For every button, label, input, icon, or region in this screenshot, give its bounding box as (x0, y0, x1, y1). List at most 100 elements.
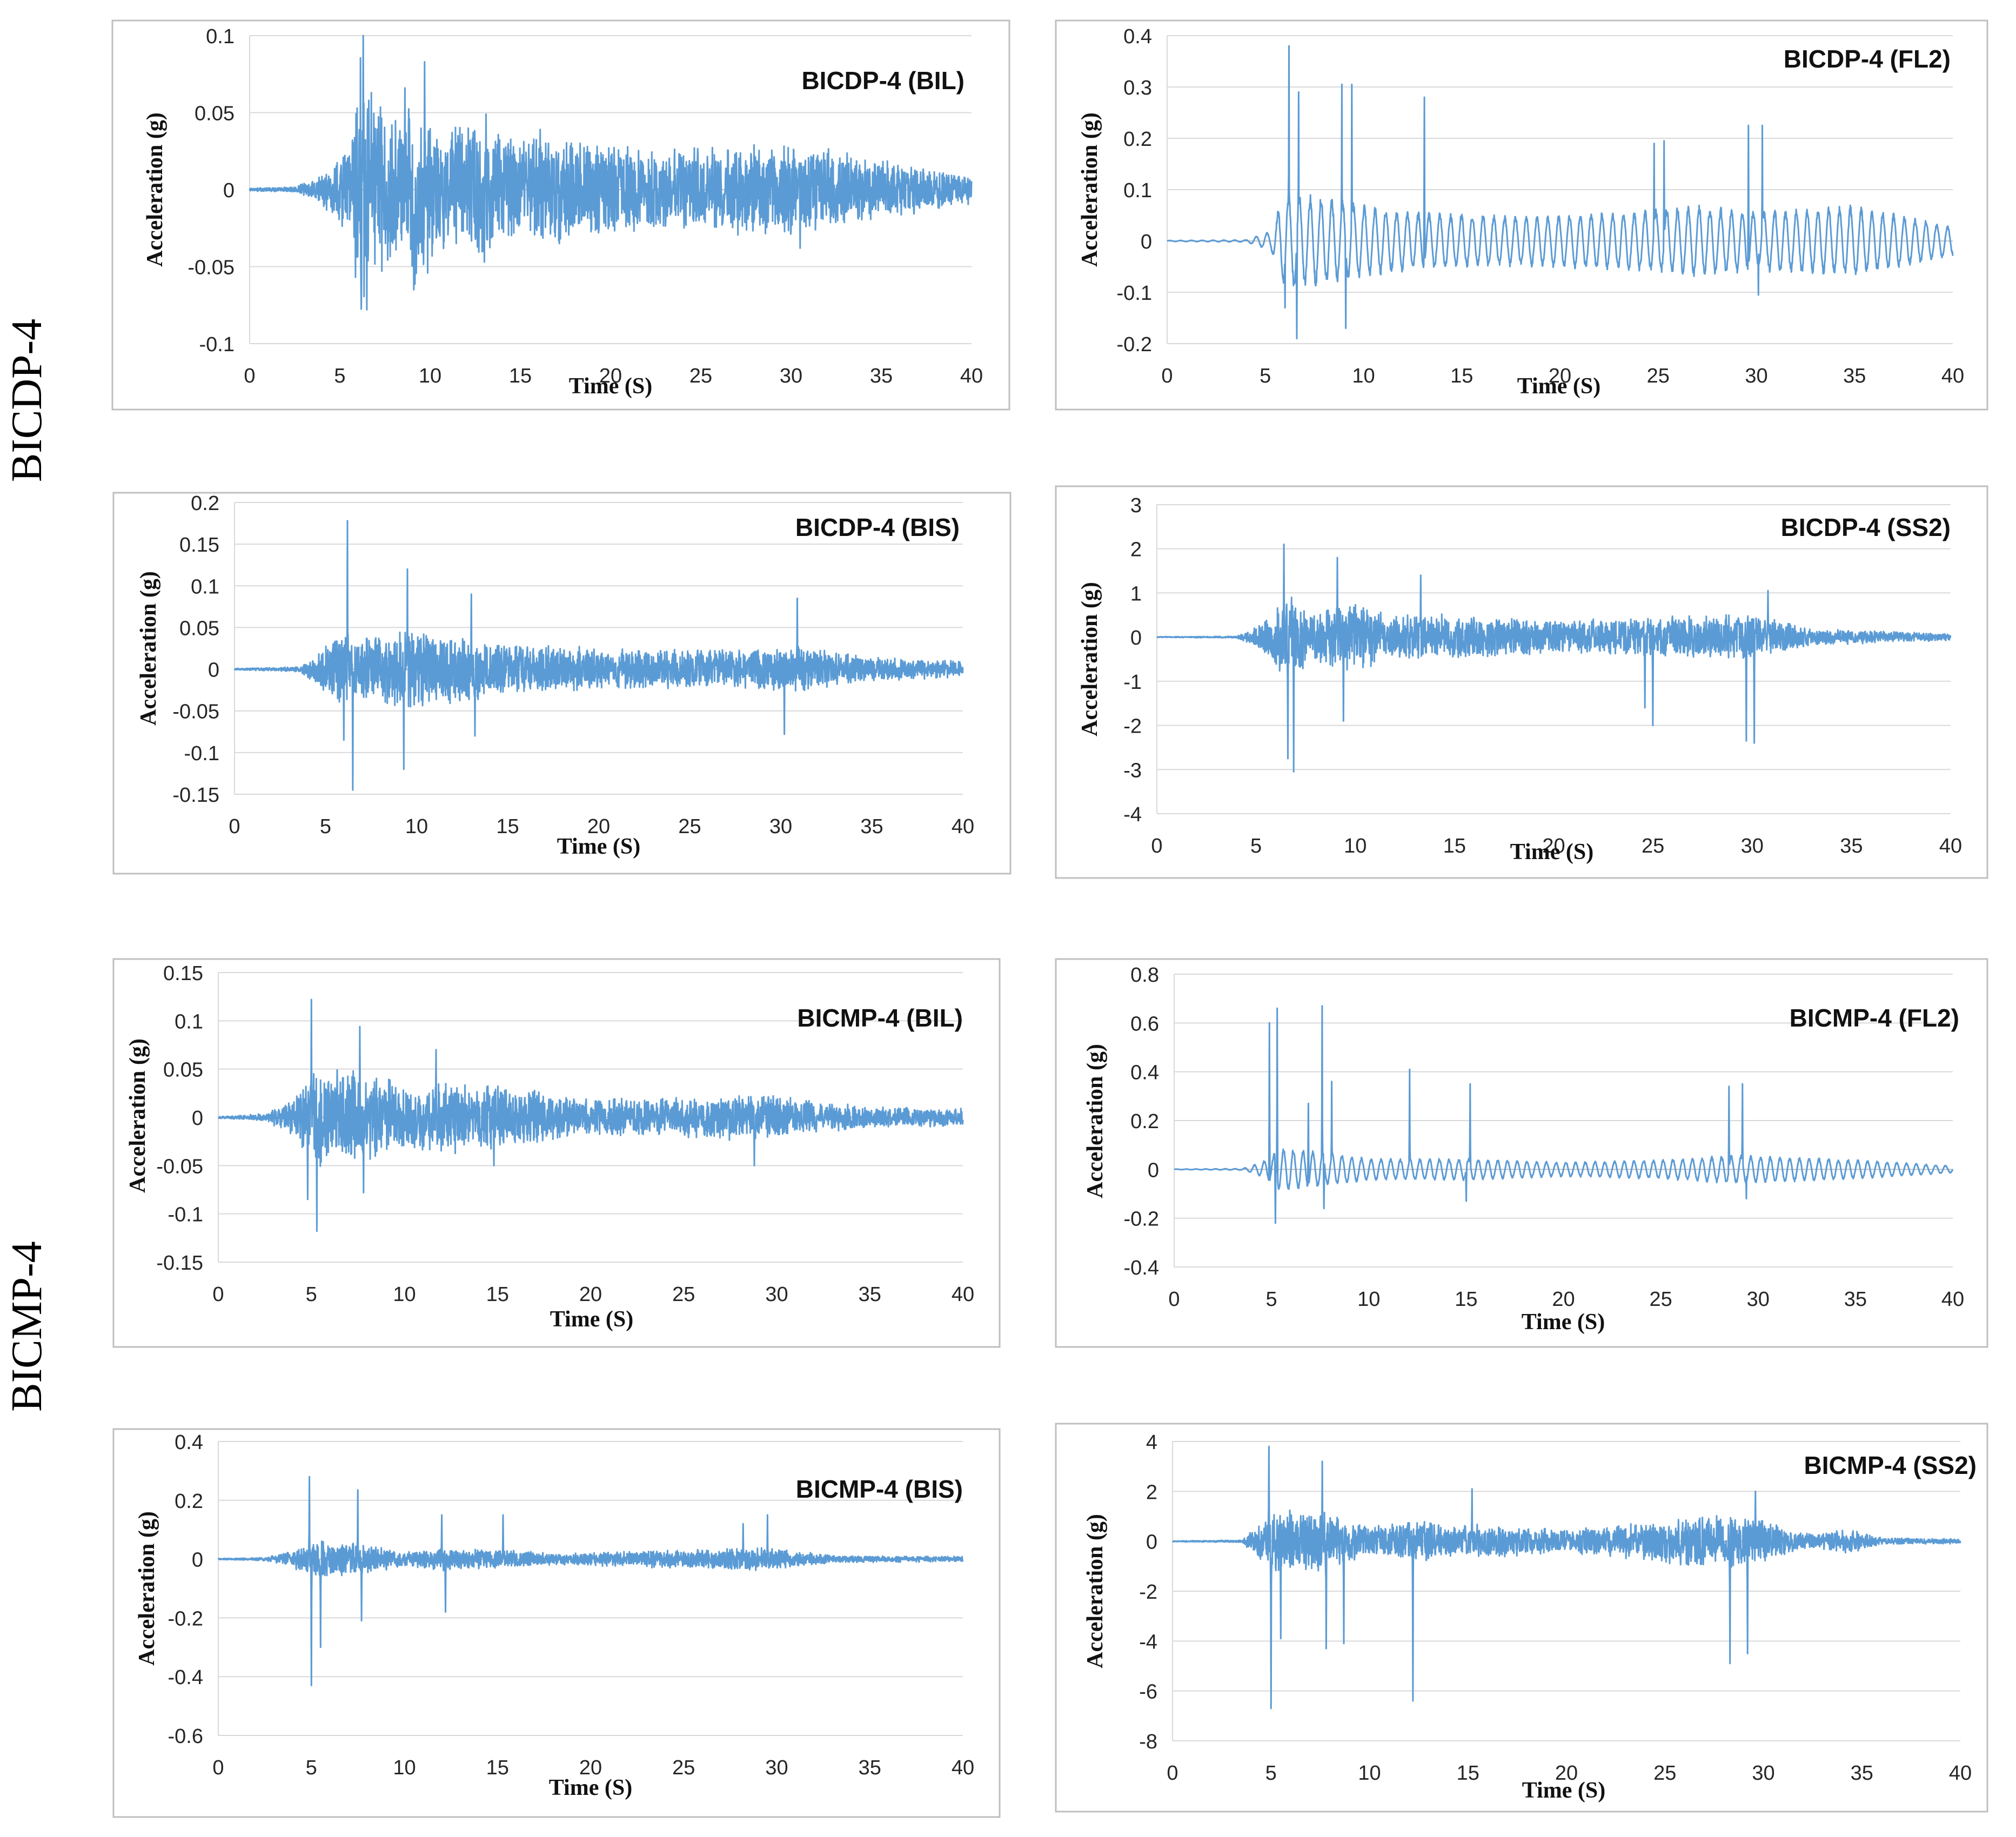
peak-point (360, 1620, 363, 1622)
x-tick-label: 40 (952, 815, 974, 838)
x-tick-label: 30 (1741, 835, 1764, 857)
y-tick-label: 0.05 (163, 1059, 203, 1082)
peak-point (474, 735, 476, 737)
x-axis-label: Time (S) (1522, 1778, 1605, 1803)
peak-point (502, 1514, 504, 1516)
y-tick-label: 0 (192, 1549, 203, 1572)
y-tick-label: 0 (1141, 231, 1152, 253)
peak-point (424, 61, 426, 63)
y-axis-label: Acceleration (g) (125, 1038, 150, 1193)
y-tick-label: 0.05 (179, 617, 219, 640)
x-tick-label: 35 (859, 1283, 881, 1306)
x-tick-label: 30 (765, 1756, 788, 1779)
peak-point (1745, 1198, 1747, 1200)
x-tick-label: 10 (1358, 1762, 1381, 1785)
y-tick-label: -0.2 (1117, 333, 1152, 356)
y-tick-label: 0 (192, 1107, 203, 1130)
peak-point (1469, 1083, 1471, 1085)
peak-point (742, 1523, 744, 1525)
peak-point (1423, 96, 1425, 98)
peak-point (1283, 544, 1285, 546)
y-axis-label: Acceleration (g) (136, 571, 161, 726)
peak-point (1754, 1490, 1757, 1492)
peak-point (1412, 1700, 1414, 1702)
peak-point (343, 739, 345, 741)
peak-point (1652, 725, 1654, 727)
y-tick-label: 0 (208, 659, 219, 682)
x-tick-label: 0 (1161, 365, 1173, 387)
chart-title: BICMP-4 (SS2) (1804, 1451, 1977, 1479)
series-line (1167, 45, 1954, 339)
peak-point (783, 733, 786, 735)
y-tick-label: -0.1 (1117, 282, 1152, 305)
x-axis-label: Time (S) (550, 1307, 633, 1332)
x-axis-label: Time (S) (569, 374, 652, 399)
series-line (233, 520, 964, 791)
y-tick-label: 0.6 (1130, 1013, 1159, 1035)
peak-point (1663, 140, 1665, 142)
y-tick-label: 0 (1148, 1159, 1159, 1182)
x-tick-label: 25 (1649, 1288, 1672, 1311)
chart-frame (112, 1428, 1001, 1818)
chart-frame (1055, 958, 1988, 1348)
x-tick-label: 5 (306, 1283, 317, 1306)
x-tick-label: 20 (587, 815, 610, 838)
series-line (1171, 1445, 1961, 1709)
x-tick-label: 25 (1653, 1762, 1676, 1785)
y-tick-label: 2 (1146, 1481, 1157, 1504)
chart-frame (112, 958, 1001, 1348)
chart-panel-3: -0.15 -0.1 -0.05 0 0.05 0.1 0.15 0.2 0 5 10 15 20 25 3… (112, 492, 1012, 875)
y-axis-label: Acceleration (g) (1077, 582, 1102, 736)
y-tick-label: 0.1 (175, 1010, 203, 1033)
peak-point (310, 1685, 312, 1687)
peak-point (1276, 1007, 1278, 1009)
peak-point (1742, 1083, 1744, 1085)
x-tick-label: 20 (1555, 1762, 1578, 1785)
y-axis-label: Acceleration (g) (1083, 1044, 1108, 1198)
x-tick-label: 20 (1542, 835, 1565, 857)
y-tick-label: -0.2 (168, 1607, 203, 1630)
x-tick-label: 10 (393, 1283, 416, 1306)
x-tick-label: 5 (306, 1756, 317, 1779)
peak-point (1343, 1642, 1345, 1645)
peak-point (1471, 1488, 1473, 1490)
peak-point (1745, 740, 1747, 742)
x-tick-label: 10 (1357, 1288, 1380, 1311)
y-tick-label: 1 (1130, 582, 1142, 605)
x-tick-label: 20 (599, 365, 622, 387)
peak-point (1280, 1638, 1282, 1640)
chart-title: BICDP-4 (SS2) (1781, 513, 1951, 541)
x-tick-label: 10 (1344, 835, 1367, 857)
peak-point (1323, 1208, 1325, 1210)
x-tick-label: 30 (769, 815, 792, 838)
x-tick-label: 5 (1260, 365, 1271, 387)
chart-title: BICDP-4 (BIL) (801, 66, 965, 95)
x-tick-label: 15 (1450, 365, 1473, 387)
peak-point (1653, 143, 1655, 145)
peak-point (1270, 1707, 1272, 1709)
peak-point (359, 1025, 361, 1028)
series-line (217, 1476, 963, 1686)
peak-point (309, 1476, 311, 1478)
chart-frame (1055, 485, 1988, 879)
peak-point (1341, 83, 1343, 85)
x-tick-label: 40 (952, 1283, 974, 1306)
x-tick-label: 35 (1840, 835, 1863, 857)
x-tick-label: 0 (244, 365, 255, 387)
peak-point (1274, 1222, 1276, 1224)
y-axis-label: Acceleration (g) (135, 1511, 159, 1666)
y-tick-label: 0.4 (175, 1431, 203, 1454)
y-axis-label: Acceleration (g) (1083, 1514, 1108, 1668)
y-tick-label: -0.2 (1124, 1208, 1159, 1231)
peak-point (799, 247, 801, 249)
chart-panel-1: -0.1 -0.05 0 0.05 0.1 0 5 10 15 20 25 30 35 40 BICDP-4… (111, 19, 1010, 411)
peak-point (483, 261, 485, 263)
y-tick-label: -0.1 (184, 742, 219, 765)
peak-point (1465, 1200, 1467, 1202)
x-tick-label: 35 (1844, 1288, 1867, 1311)
chart-title: BICMP-4 (FL2) (1790, 1004, 1959, 1032)
peak-point (306, 1198, 309, 1201)
